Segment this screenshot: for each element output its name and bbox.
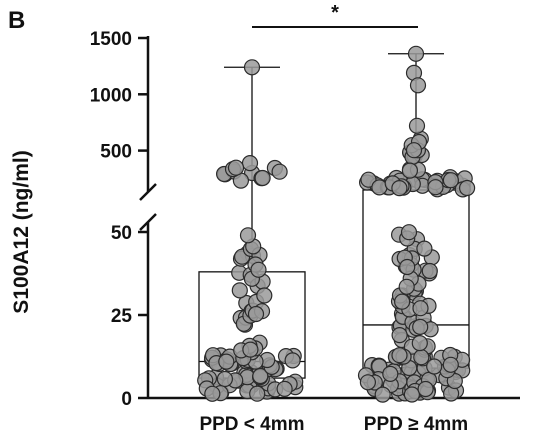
data-point	[401, 162, 418, 179]
data-point	[398, 278, 415, 295]
data-point	[421, 262, 438, 280]
y-tick-label: 25	[111, 306, 133, 327]
data-point	[413, 349, 430, 366]
data-point	[218, 353, 235, 370]
data-point	[359, 374, 376, 391]
panel-letter: B	[8, 7, 25, 34]
axis-break-mark-top	[139, 183, 157, 201]
data-point	[426, 358, 443, 375]
y-tick-label: 50	[111, 223, 132, 244]
data-point	[407, 45, 425, 62]
y-tick-label: 1500	[90, 29, 132, 50]
data-point	[216, 370, 233, 388]
data-point	[241, 155, 259, 172]
data-point	[247, 305, 265, 323]
y-tick-label: 500	[100, 142, 132, 163]
data-point	[391, 180, 408, 197]
data-point	[405, 142, 423, 159]
data-point	[243, 59, 261, 76]
y-tick-label: 0	[121, 389, 132, 410]
data-point	[459, 179, 476, 197]
data-point	[371, 179, 388, 196]
data-point	[231, 282, 248, 299]
data-point	[256, 287, 273, 304]
data-point	[411, 335, 428, 352]
category-label-ppd-lt-4mm: PPD < 4mm	[199, 414, 304, 435]
data-point	[417, 380, 434, 398]
significance-star: *	[331, 2, 339, 24]
data-point	[408, 117, 426, 134]
data-point	[427, 179, 444, 196]
data-point	[391, 347, 408, 364]
data-point	[442, 172, 459, 189]
data-point	[391, 327, 408, 344]
data-point	[249, 385, 266, 402]
data-point	[382, 365, 399, 382]
data-point	[409, 77, 427, 94]
data-point	[400, 224, 418, 241]
data-point	[360, 171, 377, 188]
data-point	[403, 386, 420, 403]
data-point	[227, 159, 245, 176]
data-point	[284, 352, 301, 369]
data-point	[416, 240, 433, 257]
data-point	[250, 261, 267, 278]
data-point	[204, 385, 221, 402]
data-point	[374, 386, 391, 403]
category-label-ppd-ge-4mm: PPD ≥ 4mm	[364, 414, 468, 435]
data-point	[239, 227, 257, 244]
data-point	[252, 367, 269, 385]
data-points	[197, 45, 476, 403]
axis-break-mark-bottom	[139, 213, 157, 231]
data-point	[271, 163, 288, 180]
data-point	[242, 341, 259, 358]
data-point	[394, 293, 411, 310]
data-point	[412, 300, 429, 317]
data-point	[276, 380, 293, 397]
y-axis-label: S100A12 (ng/ml)	[10, 150, 33, 313]
y-tick-label: 1000	[90, 85, 132, 106]
data-point	[254, 169, 271, 187]
data-point	[442, 356, 459, 373]
y-ticks: 0 25 50 500 1000 1500	[90, 29, 148, 410]
data-point	[399, 258, 416, 276]
data-point	[412, 318, 429, 335]
